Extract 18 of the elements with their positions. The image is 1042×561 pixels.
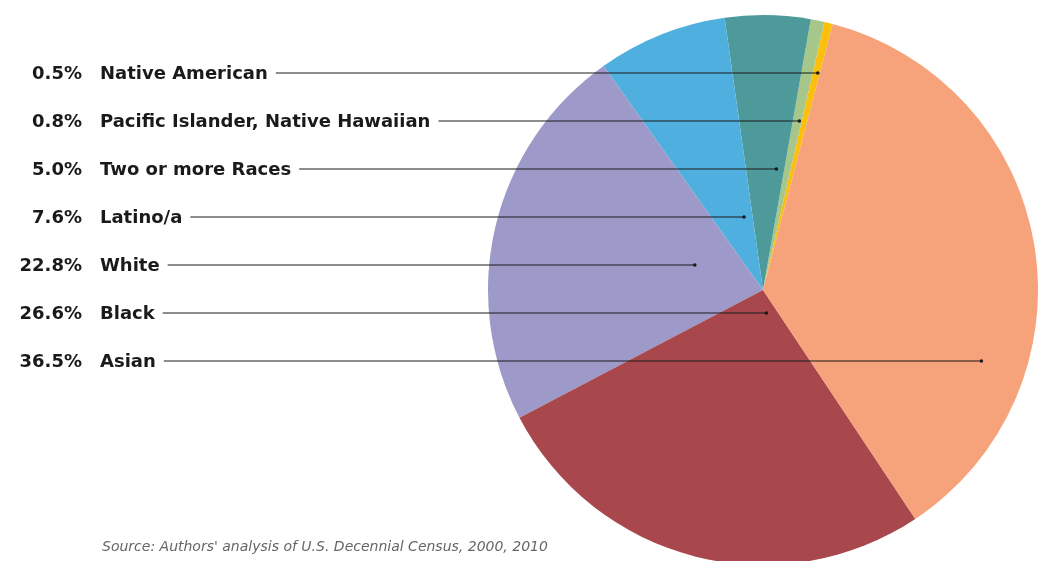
slice-label: White — [100, 254, 160, 276]
data-label: 0.8% — [32, 110, 82, 132]
data-label: 26.6% — [19, 302, 82, 324]
data-label: 5.0% — [32, 158, 82, 180]
slice-label: Asian — [100, 350, 156, 372]
slice-label: Native American — [100, 62, 268, 84]
pie-slice — [603, 17, 763, 290]
slice-label: Latino/a — [100, 206, 183, 228]
data-label: 22.8% — [19, 254, 82, 276]
source-note: Source: Authors' analysis of U.S. Decennial Census, 2000, 2010 — [102, 538, 548, 554]
slice-label: Pacific Islander, Native Hawaiian — [100, 110, 431, 132]
data-label: 36.5% — [19, 350, 82, 372]
data-label: 0.5% — [32, 62, 82, 84]
pie-slice — [724, 15, 811, 290]
data-label: 7.6% — [32, 206, 82, 228]
slice-label: Two or more Races — [100, 158, 292, 180]
pie-slice — [488, 65, 763, 418]
slice-label: Black — [100, 302, 156, 324]
